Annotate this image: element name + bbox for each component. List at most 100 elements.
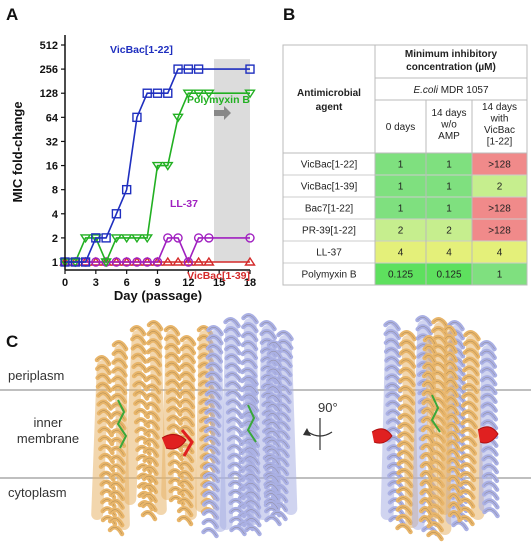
mic-value: 1 — [398, 204, 404, 215]
table-row: PR-39[1-22] 2 2 >128 — [302, 226, 511, 237]
data-point — [91, 233, 101, 243]
cell-background — [426, 153, 472, 175]
data-point — [182, 89, 195, 99]
mic-value: 4 — [398, 248, 404, 259]
data-point — [91, 257, 101, 267]
series-label: Polymyxin B — [187, 94, 250, 106]
cell-background — [426, 175, 472, 197]
helix — [219, 317, 247, 537]
y-tick-label: 64 — [46, 112, 59, 124]
series-line — [65, 92, 250, 265]
mic-value: >128 — [488, 226, 511, 237]
x-tick-label: 18 — [244, 277, 256, 289]
column-headers: 0 days 14 days w/o AMP 14 days with VicBac [1-2… — [386, 102, 517, 148]
cell-background — [426, 197, 472, 219]
data-point — [111, 209, 122, 219]
table-row: VicBac[1-22] 1 1 >128 — [301, 160, 511, 171]
cell-background — [375, 219, 426, 241]
cell-background — [375, 241, 426, 263]
cell-background — [472, 241, 527, 263]
series-polymyxin-b: Polymyxin B — [59, 89, 256, 268]
mic-value: 0.125 — [388, 270, 413, 281]
y-tick-label: 256 — [40, 64, 58, 76]
helix — [124, 325, 155, 512]
mic-value: 2 — [446, 226, 452, 237]
data-point — [70, 257, 80, 267]
peptide-red — [161, 429, 194, 457]
y-tick-label: 4 — [52, 209, 59, 221]
peptide-red — [371, 426, 499, 444]
ligand-green — [430, 394, 441, 433]
series-label: LL-37 — [170, 198, 198, 210]
cell-background — [472, 197, 527, 219]
top-header-line2: concentration (µM) — [406, 62, 496, 73]
cell-background — [472, 175, 527, 197]
protein-structure-side-view — [371, 315, 500, 542]
rotation-icon: 90° — [303, 400, 338, 450]
data-point — [132, 112, 142, 123]
y-tick-label: 2 — [52, 233, 58, 245]
arrow-right-icon — [214, 106, 231, 120]
data-point — [183, 64, 194, 74]
data-point — [183, 257, 194, 267]
y-axis-label: MIC fold-change — [10, 101, 25, 202]
agent-name: Bac7[1-22] — [305, 204, 354, 215]
data-point — [193, 64, 204, 74]
mic-value: 4 — [446, 248, 452, 259]
helix — [440, 325, 463, 522]
mic-value: 4 — [497, 248, 503, 259]
periplasm-label: periplasm — [8, 368, 64, 383]
data-point — [193, 233, 204, 243]
table-row: VicBac[1-39] 1 1 2 — [301, 182, 503, 193]
cytoplasm-label: cytoplasm — [8, 485, 67, 500]
helix — [263, 340, 284, 512]
mic-value: >128 — [488, 204, 511, 215]
cell-background — [426, 241, 472, 263]
data-point — [173, 233, 183, 243]
x-tick-label: 15 — [213, 277, 225, 289]
cell-background — [375, 153, 426, 175]
series-vicbac-1-22-: VicBac[1-22] — [60, 44, 255, 267]
data-point — [161, 161, 174, 171]
helix — [418, 335, 439, 527]
data-point — [244, 89, 256, 99]
data-point — [142, 88, 152, 98]
cell-background — [375, 197, 426, 219]
data-point — [151, 161, 164, 171]
y-tick-label: 8 — [52, 185, 58, 197]
table-rows: VicBac[1-22] 1 1 >128 VicBac[1-39] 1 1 2 Bac7[1-… — [301, 160, 511, 281]
helix — [240, 375, 262, 537]
data-point — [132, 257, 142, 267]
cell-backgrounds — [283, 152, 527, 285]
top-header-line1: Minimum inhibitory — [405, 49, 498, 60]
y-tick-label: 1 — [52, 257, 58, 269]
x-axis-label: Day (passage) — [114, 288, 202, 303]
agent-name: VicBac[1-39] — [301, 182, 358, 193]
column-header: 14 days with VicBac [1-22] — [482, 102, 517, 148]
data-point — [79, 234, 92, 244]
data-point — [141, 234, 154, 244]
panel-letter-c: C — [6, 332, 18, 351]
agent-name: Polymyxin B — [301, 270, 356, 281]
cell-background — [472, 153, 527, 175]
data-point — [142, 257, 152, 267]
data-point — [161, 256, 174, 266]
row-header-line2: agent — [316, 102, 343, 113]
agent-name: VicBac[1-22] — [301, 160, 358, 171]
data-point — [192, 89, 205, 99]
row-header-text: Antimicrobial — [297, 88, 361, 99]
data-point — [204, 233, 214, 243]
data-point — [172, 256, 184, 266]
data-point — [182, 256, 195, 266]
data-point — [203, 89, 215, 99]
column-header: 14 days w/o AMP — [431, 108, 466, 142]
mic-value: 1 — [398, 160, 404, 171]
data-point — [163, 88, 173, 98]
panel-letter-a: A — [6, 5, 18, 24]
membrane-label-line1: inner — [34, 415, 64, 430]
x-tick-label: 6 — [124, 277, 130, 289]
panel-b-table: Antimicrobial agent Minimum inhibitory c… — [282, 44, 528, 286]
